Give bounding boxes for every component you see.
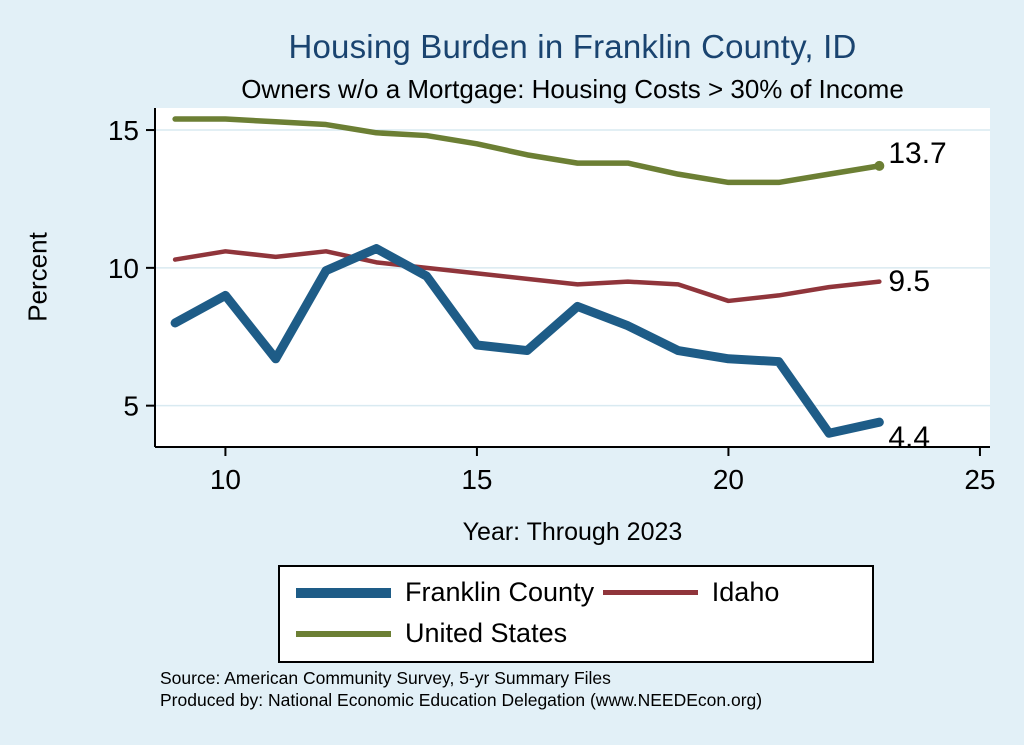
- end-label-franklin-county: 4.4: [888, 421, 931, 455]
- franklin-county-line-swatch: [296, 587, 391, 598]
- chart-title: Housing Burden in Franklin County, ID: [288, 28, 857, 65]
- y-tick-label-15: 15: [108, 115, 139, 146]
- series-line-us: [172, 116, 883, 186]
- y-tick-label-5: 5: [123, 391, 139, 422]
- legend-label-idaho: Idaho: [711, 577, 780, 607]
- produced-by-line: Produced by: National Economic Education…: [160, 689, 763, 710]
- source-notes: Source: American Community Survey, 5-yr …: [160, 668, 762, 711]
- legend: Franklin County Idaho United States: [278, 565, 874, 663]
- source-line: Source: American Community Survey, 5-yr …: [160, 668, 611, 688]
- x-tick-label-10: 10: [210, 464, 241, 495]
- legend-item-idaho: Idaho: [602, 577, 856, 608]
- x-tick-label-15: 15: [461, 464, 492, 495]
- series-line-idaho: [172, 249, 882, 304]
- legend-label-united-states: United States: [405, 618, 568, 648]
- series-line-franklin: [170, 244, 884, 438]
- legend-label-franklin-county: Franklin County: [405, 577, 595, 607]
- legend-item-united-states: United States: [296, 618, 595, 649]
- y-tick-label-10: 10: [108, 253, 139, 284]
- x-axis-label: Year: Through 2023: [462, 518, 683, 546]
- us-end-marker: [874, 160, 885, 171]
- united-states-line-swatch: [296, 630, 391, 637]
- x-tick-label-25: 25: [964, 464, 995, 495]
- chart-subtitle: Owners w/o a Mortgage: Housing Costs > 3…: [241, 74, 904, 104]
- plot-area: [155, 108, 990, 447]
- legend-item-franklin-county: Franklin County: [296, 577, 595, 608]
- end-label-idaho: 9.5: [888, 264, 931, 298]
- x-tick-label-20: 20: [713, 464, 744, 495]
- idaho-line-swatch: [602, 590, 698, 595]
- end-label-united-states: 13.7: [888, 136, 947, 170]
